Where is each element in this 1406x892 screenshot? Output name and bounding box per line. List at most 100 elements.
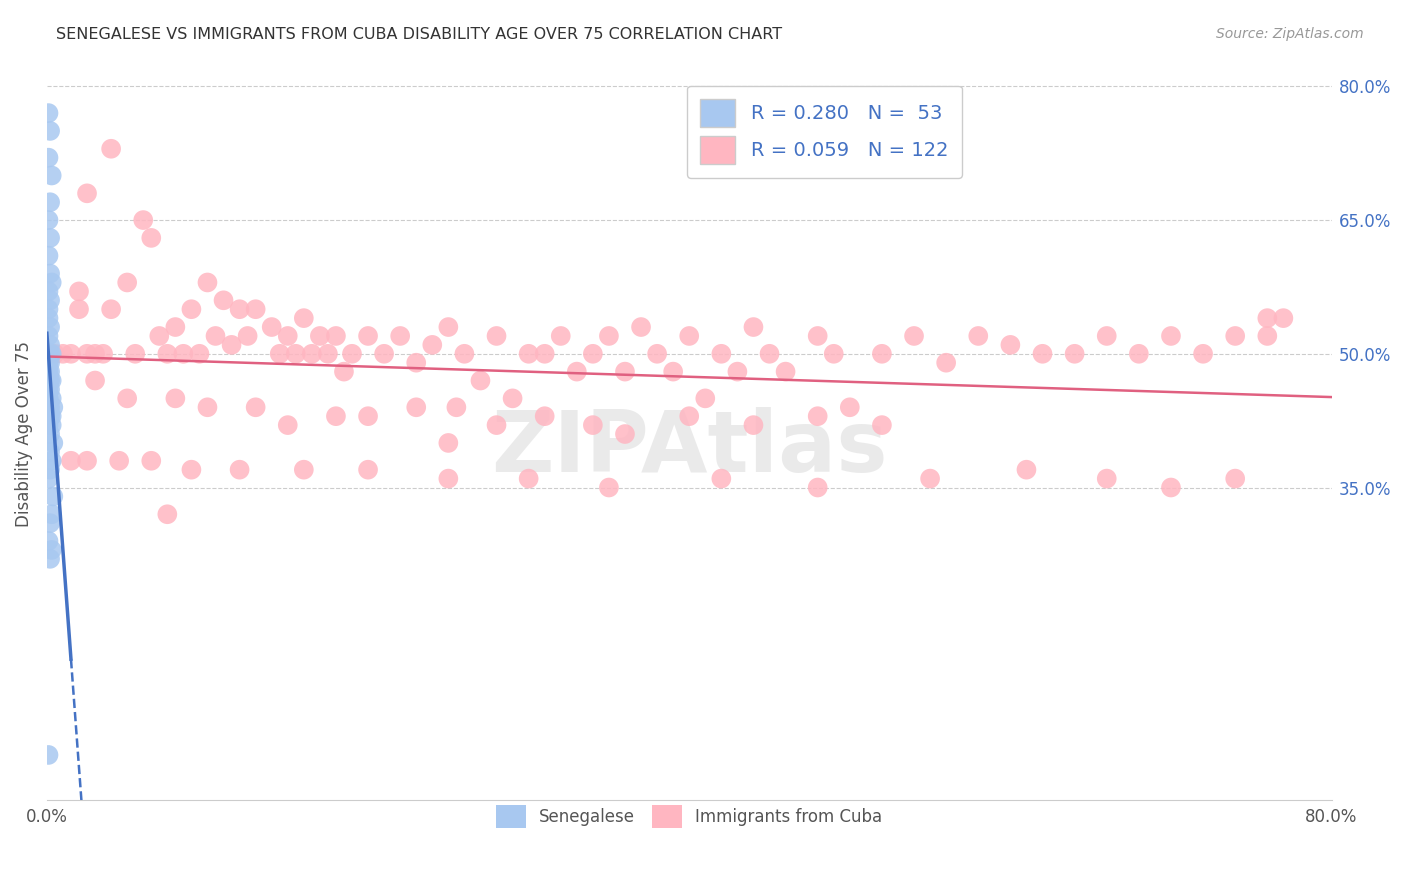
Point <box>967 329 990 343</box>
Point <box>41 542 63 557</box>
Point <box>42 401 65 415</box>
Point <box>76 347 98 361</box>
Point <box>37 285 59 299</box>
Text: ZIPAtlas: ZIPAtlas <box>491 407 887 490</box>
Point <box>1095 472 1118 486</box>
Point <box>437 436 460 450</box>
Point <box>838 401 860 415</box>
Point <box>277 329 299 343</box>
Point <box>37 249 59 263</box>
Point <box>37 329 59 343</box>
Point <box>284 347 307 361</box>
Point <box>236 329 259 343</box>
Point <box>41 276 63 290</box>
Point <box>52 347 75 361</box>
Point <box>115 392 138 406</box>
Point <box>212 293 235 308</box>
Point <box>775 365 797 379</box>
Point <box>582 418 605 433</box>
Point <box>41 392 63 406</box>
Point <box>132 213 155 227</box>
Point <box>614 427 637 442</box>
Point <box>204 329 226 343</box>
Point <box>41 347 63 361</box>
Point <box>156 347 179 361</box>
Point <box>141 231 163 245</box>
Point <box>1063 347 1085 361</box>
Point <box>1015 463 1038 477</box>
Point <box>37 418 59 433</box>
Point <box>39 124 62 138</box>
Point <box>357 329 380 343</box>
Point <box>37 213 59 227</box>
Point <box>39 383 62 397</box>
Point <box>502 392 524 406</box>
Point <box>39 338 62 352</box>
Point <box>742 418 765 433</box>
Point <box>41 418 63 433</box>
Point <box>39 445 62 459</box>
Point <box>39 347 62 361</box>
Point <box>37 472 59 486</box>
Point <box>39 427 62 442</box>
Point <box>67 302 90 317</box>
Point <box>108 454 131 468</box>
Point <box>1256 311 1278 326</box>
Point <box>598 481 620 495</box>
Point <box>91 347 114 361</box>
Point <box>405 401 427 415</box>
Point <box>37 302 59 317</box>
Point <box>37 347 59 361</box>
Point <box>39 231 62 245</box>
Point <box>533 409 555 424</box>
Point <box>485 418 508 433</box>
Point <box>420 338 443 352</box>
Point <box>292 311 315 326</box>
Point <box>37 311 59 326</box>
Point <box>39 551 62 566</box>
Point <box>37 365 59 379</box>
Point <box>148 329 170 343</box>
Point <box>100 302 122 317</box>
Point <box>710 347 733 361</box>
Point <box>39 409 62 424</box>
Point <box>39 374 62 388</box>
Point <box>823 347 845 361</box>
Point <box>141 454 163 468</box>
Point <box>37 533 59 548</box>
Point <box>165 320 187 334</box>
Point <box>1031 347 1053 361</box>
Point <box>292 463 315 477</box>
Point <box>316 347 339 361</box>
Point <box>42 436 65 450</box>
Point <box>39 463 62 477</box>
Point <box>517 472 540 486</box>
Point <box>533 347 555 361</box>
Point <box>807 481 830 495</box>
Point <box>710 472 733 486</box>
Point <box>485 329 508 343</box>
Point <box>37 392 59 406</box>
Point <box>39 267 62 281</box>
Point <box>935 356 957 370</box>
Point <box>470 374 492 388</box>
Point <box>742 320 765 334</box>
Point <box>357 463 380 477</box>
Point <box>180 463 202 477</box>
Point <box>124 347 146 361</box>
Point <box>41 169 63 183</box>
Point <box>870 418 893 433</box>
Point <box>39 401 62 415</box>
Point <box>37 106 59 120</box>
Point <box>39 365 62 379</box>
Point <box>1160 329 1182 343</box>
Point <box>41 374 63 388</box>
Text: Source: ZipAtlas.com: Source: ZipAtlas.com <box>1216 27 1364 41</box>
Point <box>245 401 267 415</box>
Point <box>37 401 59 415</box>
Point <box>37 374 59 388</box>
Point <box>1160 481 1182 495</box>
Point <box>39 320 62 334</box>
Point <box>1256 329 1278 343</box>
Point <box>333 365 356 379</box>
